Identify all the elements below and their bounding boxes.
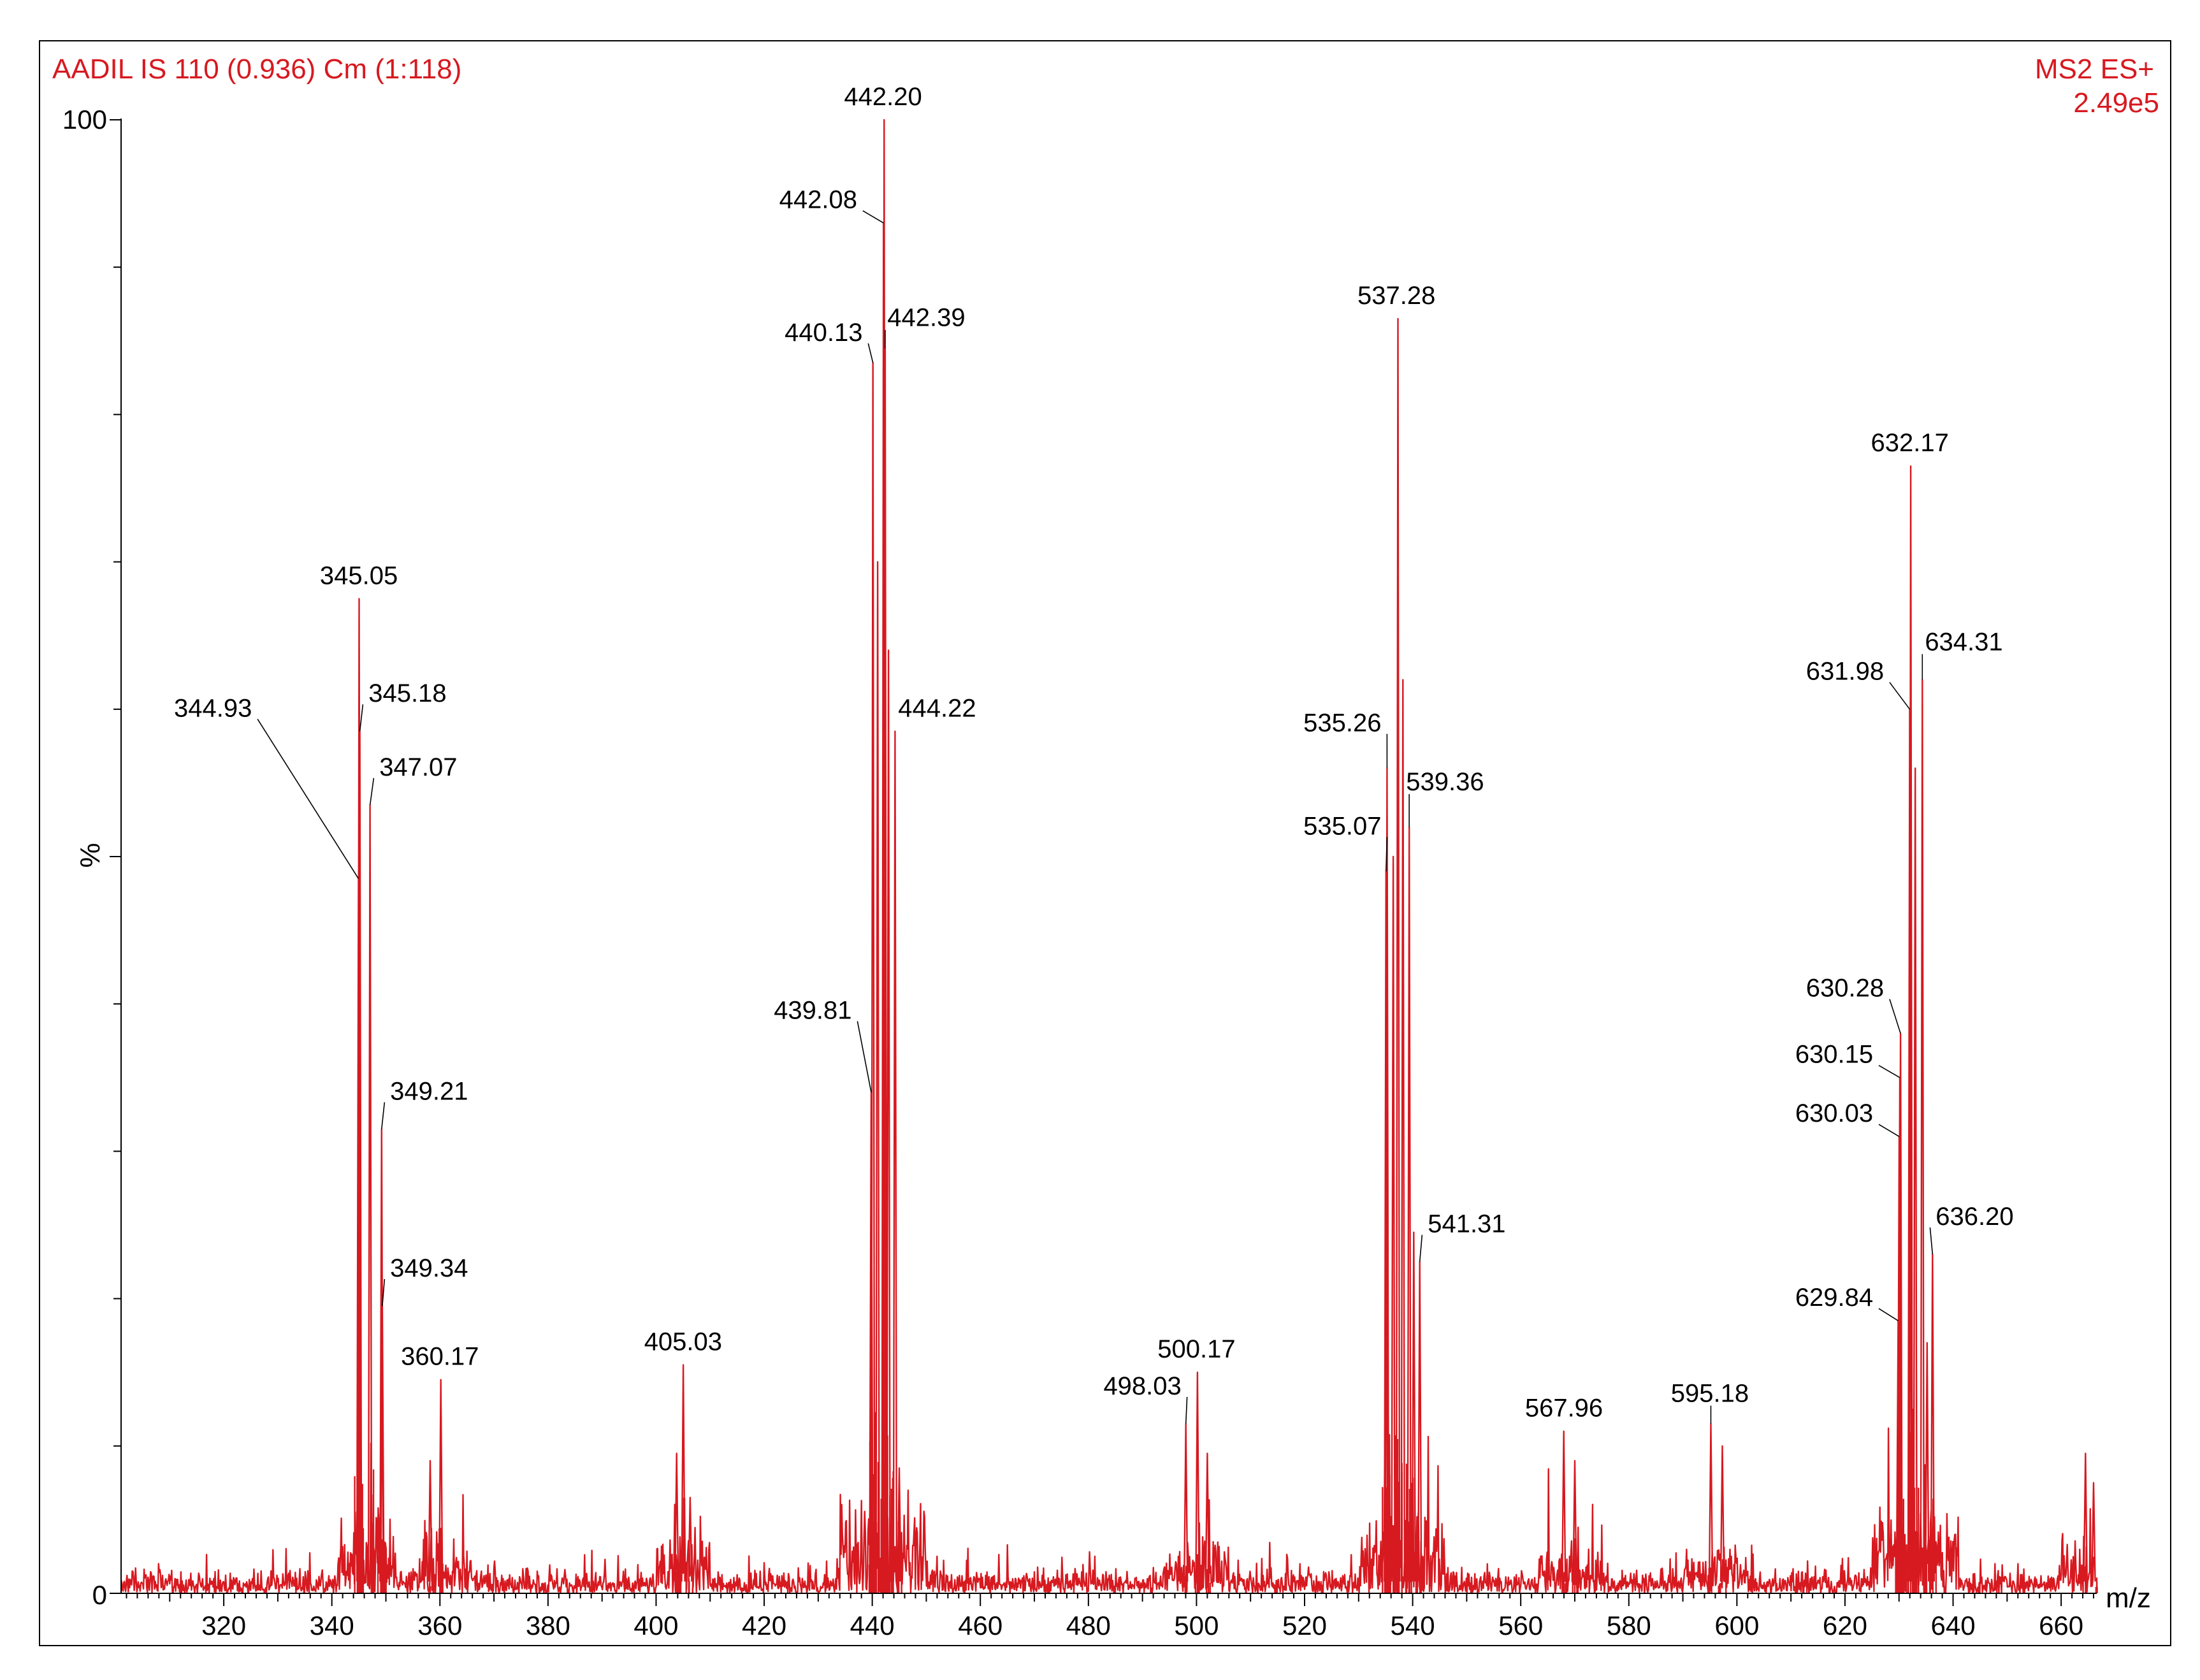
peak-leader-line (1878, 1064, 1900, 1078)
peak-label: 345.18 (368, 679, 446, 707)
peak-label: 630.28 (1806, 974, 1884, 1003)
peak-leader-line (380, 1102, 386, 1129)
peak-leader-line (857, 1021, 872, 1093)
x-tick-label: 340 (310, 1611, 354, 1640)
x-tick-label: 420 (742, 1611, 786, 1640)
y-axis-label: % (75, 843, 106, 867)
peak-label: 440.13 (785, 319, 862, 347)
peak-label: 636.20 (1936, 1203, 2013, 1231)
peak-label: 631.98 (1806, 658, 1884, 686)
x-tick-label: 560 (1498, 1611, 1543, 1640)
peak-label: 360.17 (401, 1343, 479, 1371)
peak-label: 595.18 (1671, 1379, 1749, 1407)
peak-label: 535.26 (1303, 709, 1381, 737)
header-left-title: AADIL IS 110 (0.936) Cm (1:118) (52, 54, 461, 85)
y-tick-label-max: 100 (62, 105, 107, 134)
peak-leader-line (257, 718, 359, 880)
x-tick-label: 640 (1930, 1611, 1975, 1640)
peak-label: 632.17 (1871, 429, 1949, 457)
peak-label: 634.31 (1925, 628, 2002, 656)
peak-label: 349.34 (390, 1254, 468, 1282)
x-tick-label: 380 (526, 1611, 570, 1640)
peak-label: 541.31 (1428, 1210, 1505, 1238)
x-tick-label: 400 (633, 1611, 678, 1640)
peak-leader-line (1878, 1124, 1900, 1137)
x-tick-label: 440 (850, 1611, 895, 1640)
peak-leader-line (1419, 1235, 1423, 1262)
peak-label: 630.03 (1795, 1099, 1873, 1127)
peak-leader-line (1878, 1308, 1899, 1321)
peak-label: 344.93 (174, 694, 252, 722)
x-tick-label: 600 (1714, 1611, 1759, 1640)
peak-leader-line (1185, 1396, 1188, 1424)
peak-label: 498.03 (1103, 1372, 1181, 1400)
header-right-intensity: 2.49e5 (2073, 87, 2159, 119)
peak-label: 347.07 (379, 753, 457, 781)
x-tick-label: 540 (1391, 1611, 1435, 1640)
peak-label: 630.15 (1795, 1041, 1873, 1069)
header-right-mode: MS2 ES+ (2035, 54, 2154, 85)
peak-leader-line (382, 1278, 386, 1307)
peak-label: 629.84 (1795, 1284, 1873, 1312)
x-tick-label: 620 (1823, 1611, 1867, 1640)
peak-label: 345.05 (320, 561, 398, 590)
peak-leader-line (369, 778, 375, 806)
peak-label: 405.03 (644, 1328, 722, 1356)
peak-label: 539.36 (1406, 768, 1484, 796)
peak-leader-line (1889, 682, 1911, 710)
y-tick-label-min: 0 (92, 1580, 107, 1610)
peak-label: 500.17 (1157, 1335, 1235, 1363)
chart-frame (39, 40, 2171, 1646)
peak-leader-line (1385, 837, 1388, 872)
peak-leader-line (359, 704, 364, 732)
x-tick-label: 460 (958, 1611, 1002, 1640)
peak-leader-line (867, 343, 874, 363)
spectrum-trace (120, 119, 2098, 1595)
peak-label: 442.20 (844, 83, 922, 111)
peak-leader-line (1889, 999, 1901, 1034)
x-axis-label: m/z (2106, 1582, 2151, 1614)
x-tick-label: 500 (1174, 1611, 1219, 1640)
peak-label: 349.21 (390, 1077, 468, 1105)
x-tick-label: 320 (201, 1611, 246, 1640)
peak-label: 439.81 (774, 996, 851, 1024)
peak-label: 567.96 (1525, 1394, 1603, 1423)
peak-label: 535.07 (1303, 812, 1381, 840)
x-tick-label: 360 (417, 1611, 462, 1640)
x-tick-label: 480 (1066, 1611, 1111, 1640)
peak-leader-line (862, 210, 884, 224)
peak-label: 537.28 (1357, 282, 1435, 310)
peak-label: 442.39 (887, 304, 965, 332)
x-tick-label: 660 (2039, 1611, 2083, 1640)
x-tick-label: 580 (1607, 1611, 1651, 1640)
peak-label: 444.22 (898, 694, 976, 722)
x-tick-label: 520 (1282, 1611, 1327, 1640)
peak-label: 442.08 (779, 186, 857, 214)
peak-leader-line (1929, 1227, 1934, 1255)
